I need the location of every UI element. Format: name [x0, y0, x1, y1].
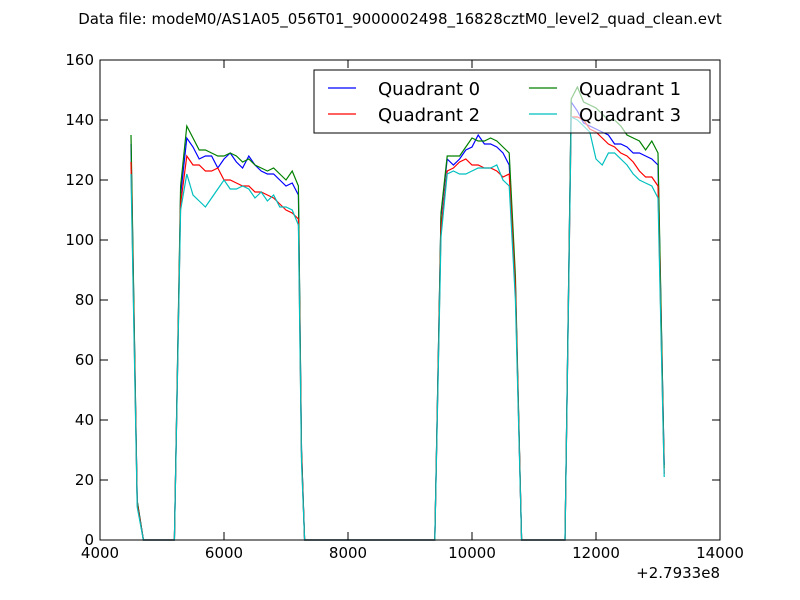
plot-lines [130, 85, 665, 541]
y-tick-label: 20 [75, 471, 94, 489]
y-tick-label: 80 [75, 291, 94, 309]
x-tick-label: 12000 [572, 544, 620, 562]
legend-label: Quadrant 0 [378, 79, 480, 100]
x-offset-label: +2.7933e8 [636, 564, 720, 582]
y-tick-label: 120 [65, 171, 94, 189]
legend-box [313, 69, 711, 134]
y-tick-label: 100 [65, 231, 94, 249]
x-tick-label: 10000 [448, 544, 496, 562]
series-line-quadrant-0 [130, 100, 665, 541]
legend-label: Quadrant 3 [579, 105, 681, 126]
y-tick-label: 60 [75, 351, 94, 369]
y-tick-label: 0 [84, 531, 94, 549]
series-line-quadrant-2 [130, 116, 665, 541]
axis-ticks [99, 59, 721, 541]
y-tick-label: 40 [75, 411, 94, 429]
axis-tick-labels: 4000 6000 8000 10000 12000 14000 0 20 40 60 80 100 1… [65, 51, 744, 562]
series-line-quadrant-3 [130, 116, 665, 541]
x-tick-label: 14000 [696, 544, 744, 562]
legend-label: Quadrant 2 [378, 105, 480, 126]
legend: Quadrant 0 Quadrant 1 Quadrant 2 Quadrant 3 [313, 69, 711, 134]
chart-title: Data file: modeM0/AS1A05_056T01_90000024… [78, 10, 722, 29]
x-tick-label: 6000 [205, 544, 243, 562]
series-line-quadrant-1 [130, 85, 665, 541]
legend-label: Quadrant 1 [579, 79, 681, 100]
y-tick-label: 140 [65, 111, 94, 129]
y-tick-label: 160 [65, 51, 94, 69]
x-tick-label: 4000 [81, 544, 119, 562]
x-tick-label: 8000 [329, 544, 367, 562]
